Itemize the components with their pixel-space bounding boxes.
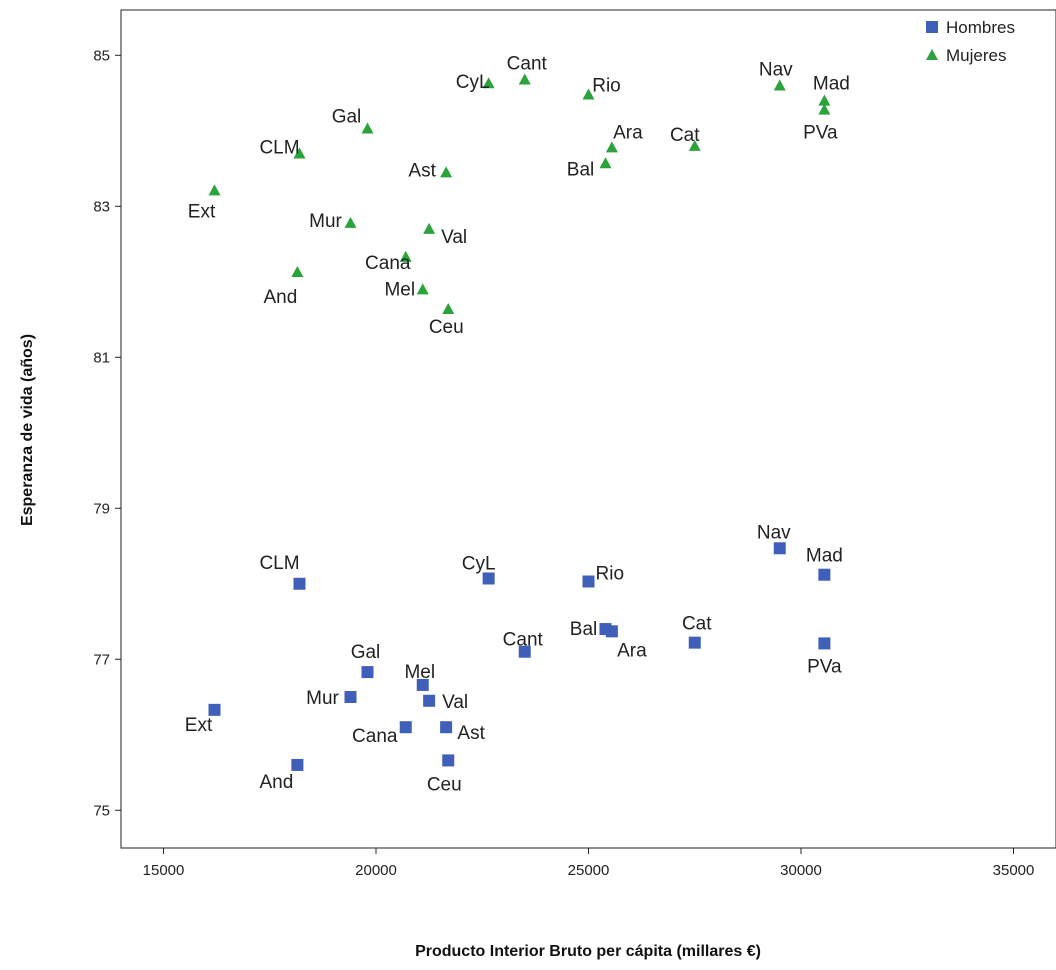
legend-square-icon [926,21,938,33]
mujeres-point-bal [599,157,612,169]
hombres-point-cana [399,721,412,734]
point-label-clm: CLM [259,137,299,158]
mujeres-point-ast [440,166,453,178]
hombres-point-ceu [442,754,455,767]
hombres-point-cant [518,645,531,658]
legend-triangle-icon [926,49,938,60]
mujeres-point-ext [208,184,221,196]
mujeres-point-rio [582,88,595,100]
y-axis-title: Esperanza de vida (años) [19,334,36,526]
hombres-point-val [423,694,436,707]
hombres-point-cyl [482,572,495,585]
point-label-bal: Bal [567,159,594,180]
x-tick-label: 15000 [143,862,185,879]
x-tick-label: 30000 [780,862,822,879]
point-label-and: And [263,287,297,308]
legend-label-mujeres: Mujeres [946,46,1006,65]
point-labels: CLM CyL Rio Nav Mad Cant Bal Ara Cat PVa Gal Mel Mur… [185,53,850,795]
hombres-point-mel [416,678,429,691]
hombres-point-clm [293,577,306,590]
mujeres-point-gal [361,122,374,134]
mujeres-point-cant [518,73,531,85]
hombres-point-pva [818,637,831,650]
mujeres-point-mel [416,283,429,295]
point-label-mad: Mad [813,74,850,95]
y-tick-label: 79 [93,500,110,517]
mujeres-point-mad [818,94,831,106]
mujeres-point-ara [605,141,618,153]
mujeres-point-clm [293,147,306,159]
point-label-ara: Ara [617,640,647,661]
point-label-ext: Ext [185,715,213,736]
hombres-point-cat [688,636,701,649]
point-label-mur: Mur [306,688,339,709]
point-label-pva: PVa [803,123,838,144]
hombres-point-and [291,758,304,771]
mujeres-point-nav [773,79,786,91]
point-label-cat: Cat [670,125,700,146]
y-tick-label: 81 [93,349,110,366]
point-label-cant: Cant [503,630,544,651]
mujeres-point-pva [818,103,831,115]
point-label-cyl: CyL [456,72,490,93]
mujeres-point-ceu [442,302,455,314]
point-label-ceu: Ceu [429,317,464,338]
y-axis-ticks: 75 77 79 81 83 85 [93,47,121,819]
point-label-ext: Ext [188,201,216,222]
mujeres-point-cyl [482,77,495,89]
y-tick-label: 83 [93,198,110,215]
point-label-ara: Ara [613,122,643,143]
y-tick-label: 85 [93,47,110,64]
x-axis-ticks: 15000 20000 25000 30000 35000 [143,848,1035,879]
point-label-pva: PVa [807,656,842,677]
point-label-mad: Mad [806,546,843,567]
hombres-point-ast [440,721,453,734]
point-label-cana: Cana [365,253,411,274]
data-marks [208,73,831,771]
mujeres-point-and [291,265,304,277]
point-label-bal: Bal [570,619,597,640]
hombres-point-rio [582,575,595,588]
point-label-ast: Ast [457,723,485,744]
point-label-mel: Mel [404,662,435,683]
point-label-clm: CLM [259,553,299,574]
point-label-ast: Ast [408,160,436,181]
mujeres-point-val [423,222,436,234]
point-label-rio: Rio [592,76,621,97]
hombres-point-nav [773,542,786,555]
x-axis-title: Producto Interior Bruto per cápita (mill… [415,943,761,960]
point-label-and: And [259,772,293,793]
legend-label-hombres: Hombres [946,18,1015,37]
y-tick-label: 77 [93,651,110,668]
hombres-point-mur [344,691,357,704]
point-label-nav: Nav [757,522,791,543]
point-label-gal: Gal [332,107,362,128]
point-label-mur: Mur [309,211,342,232]
point-label-cant: Cant [507,53,548,74]
plot-area [120,9,1056,849]
point-label-mel: Mel [384,279,415,300]
point-label-gal: Gal [351,642,381,663]
point-label-val: Val [441,227,467,248]
mujeres-point-mur [344,216,357,228]
hombres-point-mad [818,568,831,581]
point-label-nav: Nav [759,59,793,80]
x-tick-label: 35000 [993,862,1035,879]
point-label-val: Val [442,692,468,713]
mujeres-point-cat [688,139,701,151]
hombres-point-ext [208,703,221,716]
point-label-cyl: CyL [462,553,496,574]
point-label-cana: Cana [352,726,398,747]
legend: Hombres Mujeres [926,18,1015,65]
hombres-point-gal [361,666,374,679]
x-tick-label: 25000 [568,862,610,879]
point-label-cat: Cat [682,614,712,635]
hombres-point-ara [605,625,618,638]
point-label-ceu: Ceu [427,774,462,795]
mujeres-point-cana [399,250,412,262]
point-label-rio: Rio [596,564,625,585]
y-tick-label: 75 [93,802,110,819]
x-tick-label: 20000 [355,862,397,879]
